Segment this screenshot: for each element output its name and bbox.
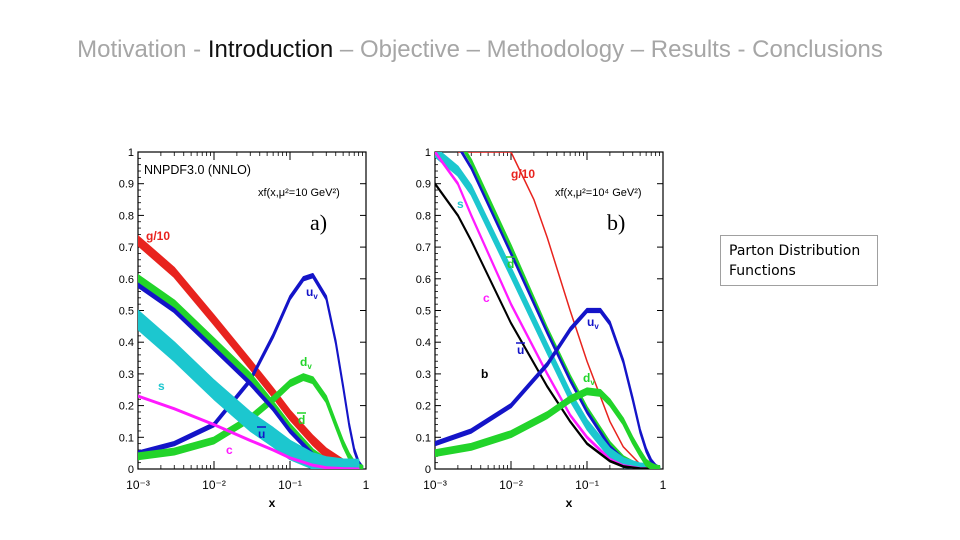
- chart-title: NNPDF3.0 (NNLO): [144, 163, 251, 177]
- y-tick-label: 0.2: [416, 401, 431, 413]
- nav-separator: –: [624, 36, 651, 63]
- nav-item-motivation: Motivation: [77, 36, 187, 63]
- nav-separator: –: [333, 36, 360, 63]
- curve-label-subscript: v: [307, 362, 312, 371]
- y-tick-label: 0.3: [416, 369, 431, 381]
- nav-item-introduction: Introduction: [207, 36, 334, 63]
- curve-label: b: [481, 367, 488, 381]
- curve-label: u: [258, 427, 265, 441]
- series-band-magenta: [435, 152, 657, 469]
- y-tick-label: 0: [425, 464, 431, 476]
- pdf-figure: 0 0.1 0.2 0.3 0.4 0.5 0.6 0.7 0.8 0.9 1 10⁻³ 10⁻² 10⁻…: [119, 147, 667, 510]
- series-band-blue: [460, 152, 657, 469]
- nav-separator: –: [459, 36, 487, 63]
- series-band-magenta: [138, 394, 360, 469]
- x-axis-label: x: [566, 496, 573, 510]
- callout-box: Parton Distribution Functions: [720, 235, 878, 286]
- y-formula-label: xf(x,μ²=10 GeV²): [258, 187, 340, 199]
- y-tick-label: 0.1: [416, 432, 431, 444]
- y-tick-label: 0.3: [119, 369, 134, 381]
- y-tick-label: 0: [128, 464, 134, 476]
- series-band-cyan: [435, 152, 657, 469]
- y-tick-label: 0.9: [416, 179, 431, 191]
- x-axis-label: x: [269, 496, 276, 510]
- y-formula-label: xf(x,μ²=10⁴ GeV²): [555, 187, 642, 199]
- chart-panel-1: 0 0.1 0.2 0.3 0.4 0.5 0.6 0.7 0.8 0.9 1 10⁻³ 10⁻² 10⁻…: [119, 147, 370, 510]
- y-tick-label: 0.1: [119, 432, 134, 444]
- x-tick-label: 10⁻³: [423, 478, 447, 492]
- series-band-cyan: [138, 309, 360, 469]
- curve-label-subscript: v: [594, 322, 599, 331]
- curve-label-subscript: v: [590, 378, 595, 387]
- y-tick-label: 1: [425, 147, 431, 159]
- y-tick-label: 0.8: [416, 210, 431, 222]
- y-tick-label: 0.9: [119, 179, 134, 191]
- curve-label: s: [158, 379, 165, 393]
- curve-label: d: [298, 413, 305, 427]
- y-tick-label: 0.6: [119, 274, 134, 286]
- nav-separator: -: [730, 36, 753, 63]
- plot-area: [435, 152, 661, 469]
- curve-label: s: [457, 197, 464, 211]
- y-tick-label: 0.8: [119, 210, 134, 222]
- series-band-blue: [435, 307, 661, 469]
- curve-label: c: [483, 291, 490, 305]
- plot-frame: [434, 151, 664, 470]
- y-tick-label: 0.2: [119, 401, 134, 413]
- callout-line-2: Functions: [729, 263, 796, 279]
- nav-item-objective: Objective: [359, 36, 460, 63]
- y-tick-label: 0.7: [416, 242, 431, 254]
- panel-label: b): [607, 210, 625, 235]
- nav-separator: -: [186, 36, 208, 63]
- nav-item-results: Results: [650, 36, 731, 63]
- chart-panel-2: 0 0.1 0.2 0.3 0.4 0.5 0.6 0.7 0.8 0.9 1 10⁻³ 10⁻² 10⁻…: [416, 147, 667, 510]
- y-tick-label: 0.4: [416, 337, 431, 349]
- y-tick-label: 0.7: [119, 242, 134, 254]
- curve-label: c: [226, 443, 233, 457]
- y-tick-label: 0.5: [119, 306, 134, 318]
- y-tick-label: 0.4: [119, 337, 134, 349]
- y-tick-label: 0.6: [416, 274, 431, 286]
- x-tick-label: 1: [363, 478, 370, 492]
- series-line-red: [457, 152, 656, 469]
- series-band-red: [138, 235, 360, 469]
- x-tick-label: 10⁻²: [202, 478, 226, 492]
- y-tick-label: 0.5: [416, 306, 431, 318]
- y-tick-label: 1: [128, 147, 134, 159]
- curve-label: g/10: [511, 167, 535, 181]
- nav-item-methodology: Methodology: [486, 36, 625, 63]
- panel-label: a): [310, 210, 327, 235]
- curve-label: u: [517, 343, 524, 357]
- series-band-black: [435, 182, 657, 469]
- x-tick-label: 10⁻³: [126, 478, 150, 492]
- plot-area: [138, 235, 364, 469]
- series-band-blue: [138, 282, 360, 469]
- x-tick-label: 10⁻²: [499, 478, 523, 492]
- curve-label-subscript: v: [313, 292, 318, 301]
- x-tick-label: 10⁻¹: [575, 478, 599, 492]
- x-tick-label: 1: [660, 478, 667, 492]
- curve-label: d: [507, 257, 514, 271]
- series-band-green: [435, 387, 661, 469]
- nav-item-conclusions: Conclusions: [752, 36, 883, 63]
- section-navigation: Motivation - Introduction – Objective – …: [0, 36, 960, 64]
- curve-label: g/10: [146, 229, 170, 243]
- callout-line-1: Parton Distribution: [729, 243, 861, 259]
- x-tick-label: 10⁻¹: [278, 478, 302, 492]
- series-band-blue: [138, 272, 364, 469]
- series-band-green: [463, 152, 657, 469]
